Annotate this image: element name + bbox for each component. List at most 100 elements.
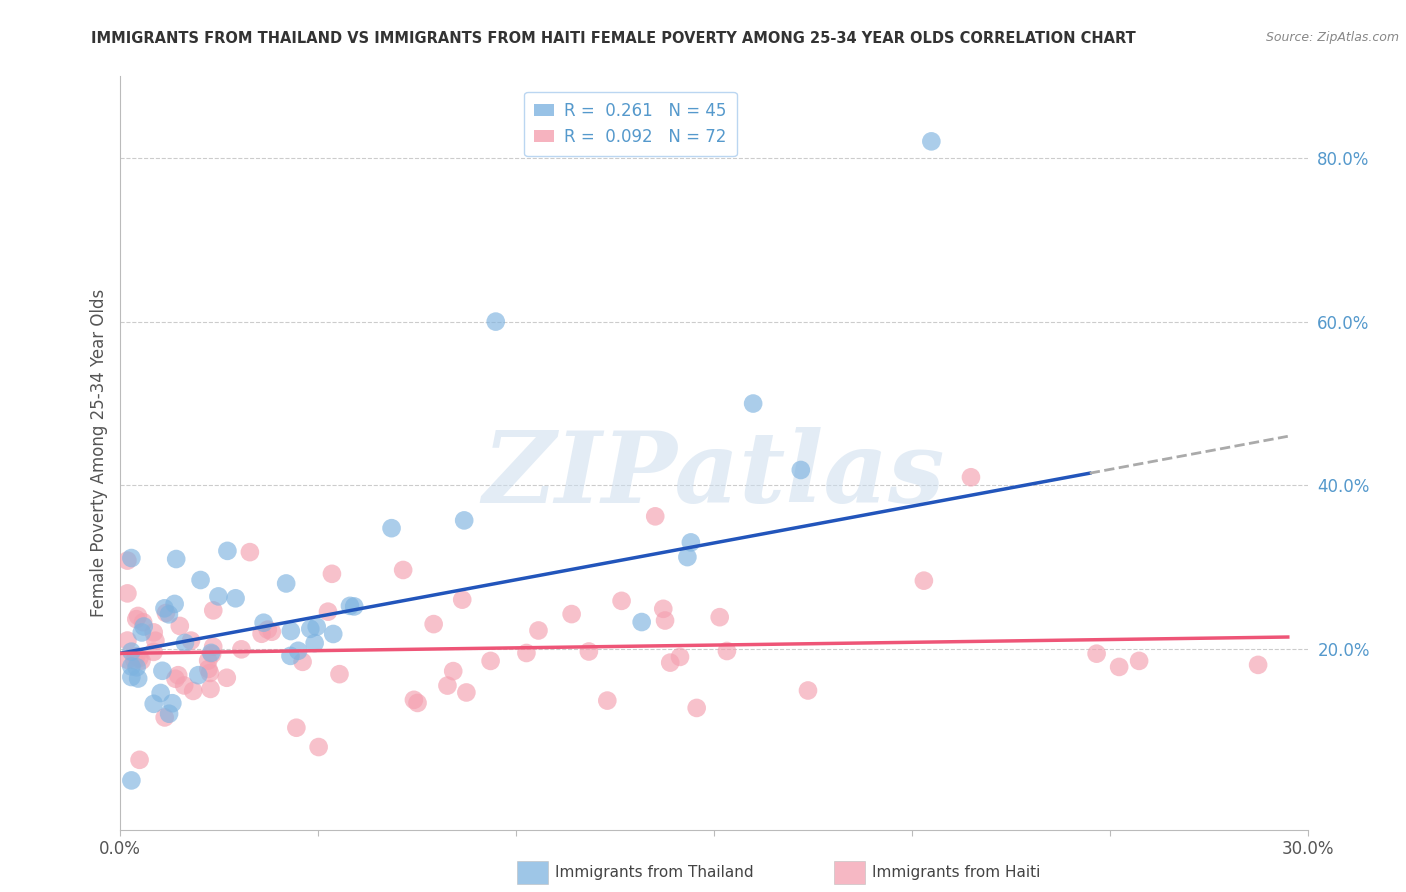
Point [304,636,326,650]
Point [149,686,172,700]
Point [1247,657,1270,672]
Text: Source: ZipAtlas.com: Source: ZipAtlas.com [1265,31,1399,45]
Point [316,605,339,619]
Point [125,612,148,626]
Point [402,693,425,707]
Point [117,653,139,667]
Point [1128,654,1150,668]
Point [654,614,676,628]
Point [596,693,619,707]
Point [117,586,139,600]
Point [686,701,709,715]
Point [527,624,550,638]
Point [1108,660,1130,674]
Point [153,710,176,724]
Point [676,550,699,565]
Point [120,659,142,673]
Point [145,633,167,648]
Point [142,697,165,711]
Point [260,624,283,639]
Point [392,563,415,577]
Text: ZIPatlas: ZIPatlas [482,427,945,524]
Point [128,651,150,665]
Point [960,470,983,484]
Point [561,607,583,621]
Point [380,521,402,535]
Point [453,513,475,527]
Point [343,599,366,614]
Point [127,609,149,624]
Point [142,625,165,640]
Point [167,668,190,682]
Point [132,619,155,633]
Point [142,645,165,659]
Point [652,602,675,616]
Point [239,545,262,559]
Point [287,644,309,658]
Point [679,535,702,549]
Point [920,134,942,148]
Point [436,679,458,693]
Point [669,649,692,664]
Point [165,552,187,566]
Point [422,617,444,632]
Point [181,684,204,698]
Text: Immigrants from Thailand: Immigrants from Thailand [555,865,754,880]
Point [716,644,738,658]
Point [190,573,212,587]
Point [197,662,219,676]
Y-axis label: Female Poverty Among 25-34 Year Olds: Female Poverty Among 25-34 Year Olds [90,289,108,616]
Point [912,574,935,588]
Point [169,619,191,633]
Point [187,668,209,682]
Point [117,553,139,567]
Point [610,594,633,608]
Point [456,685,478,699]
Point [276,576,298,591]
Point [201,647,224,661]
Point [285,721,308,735]
Point [202,640,225,654]
Point [339,599,361,613]
Point [120,670,142,684]
Point [120,773,142,788]
Point [174,636,197,650]
Point [451,592,474,607]
Point [197,654,219,668]
Point [157,607,180,622]
Point [125,660,148,674]
Point [742,396,765,410]
Point [173,678,195,692]
Point [198,665,221,680]
Point [117,633,139,648]
Point [305,620,328,634]
Point [202,603,225,617]
Point [165,672,187,686]
Point [200,646,222,660]
Point [321,566,343,581]
Point [280,624,302,638]
Point [441,664,464,678]
Point [131,654,153,668]
Point [120,645,142,659]
Point [157,706,180,721]
Point [200,681,222,696]
Point [256,623,278,637]
Point [217,544,239,558]
Point [328,667,350,681]
Point [180,633,202,648]
Point [162,696,184,710]
Point [644,509,666,524]
Point [231,642,253,657]
Text: IMMIGRANTS FROM THAILAND VS IMMIGRANTS FROM HAITI FEMALE POVERTY AMONG 25-34 YEA: IMMIGRANTS FROM THAILAND VS IMMIGRANTS F… [91,31,1136,46]
Point [155,606,177,620]
Point [152,664,174,678]
Point [479,654,502,668]
Point [1085,647,1108,661]
Point [131,625,153,640]
Point [215,671,238,685]
Point [153,601,176,615]
Point [406,696,429,710]
Point [578,644,600,658]
Legend: R =  0.261   N = 45, R =  0.092   N = 72: R = 0.261 N = 45, R = 0.092 N = 72 [524,92,737,156]
